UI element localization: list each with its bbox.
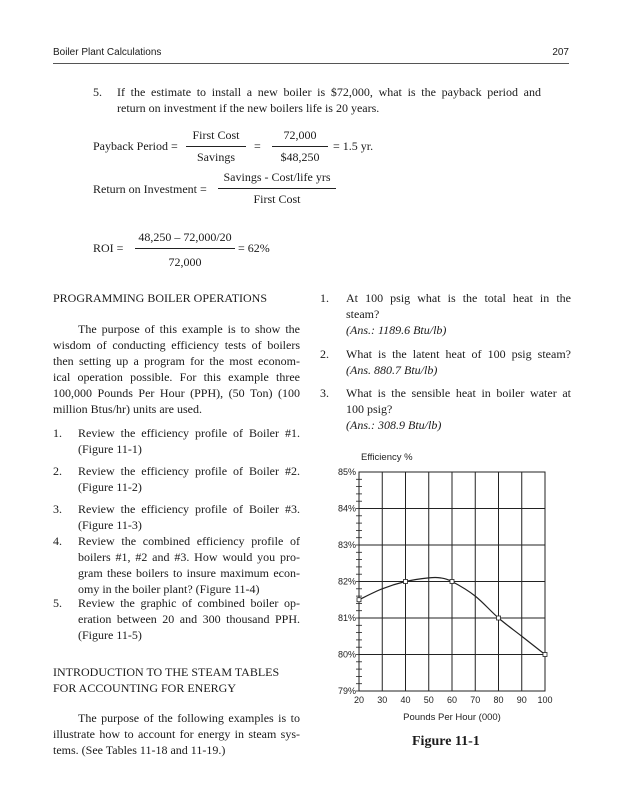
question-number: 1.	[320, 291, 329, 305]
list-number: 5.	[53, 596, 62, 610]
list-item-line: boilers #1, #2 and #3. How would you pro…	[78, 550, 300, 564]
x-tick-label: 30	[377, 695, 387, 705]
running-title: Boiler Plant Calculations	[53, 47, 162, 58]
y-tick-label: 85%	[338, 467, 356, 477]
efficiency-curve	[358, 576, 546, 655]
equals-sign: =	[254, 139, 261, 153]
y-tick-label: 84%	[338, 504, 356, 514]
answer-text: (Ans.: 1189.6 Btu/lb)	[346, 323, 447, 337]
answer-text: (Ans.: 308.9 Btu/lb)	[346, 418, 442, 432]
x-tick-label: 50	[424, 695, 434, 705]
answer-text: (Ans. 880.7 Btu/lb)	[346, 363, 438, 377]
figure-caption: Figure 11-1	[412, 734, 480, 749]
payback-numerator-value: 72,000	[283, 128, 317, 142]
list-item-line: (Figure 11-5)	[78, 628, 142, 642]
page-number: 207	[552, 47, 569, 58]
question-number: 5.	[93, 85, 102, 99]
section-heading: INTRODUCTION TO THE STEAM TABLES	[53, 665, 280, 679]
payback-numerator: First Cost	[192, 128, 240, 142]
y-tick-label: 82%	[338, 577, 356, 587]
list-item-line: gram these boilers to insure maximum eco…	[78, 566, 300, 580]
paragraph-line: The purpose of this example is to show t…	[78, 322, 300, 336]
list-item-line: Review the combined efficiency profile o…	[78, 534, 300, 548]
paragraph-line: million Btus/hr) units are used.	[53, 402, 202, 416]
y-tick-label: 79%	[338, 686, 356, 696]
paragraph-line: illustrate how to account for energy in …	[53, 727, 300, 741]
paragraph-line: then setting up a program for the most e…	[53, 354, 300, 368]
payback-label: Payback Period =	[93, 139, 178, 153]
y-axis-label: Efficiency %	[361, 452, 413, 463]
data-point-marker	[542, 652, 548, 657]
roi-calc-denominator: 72,000	[168, 255, 202, 269]
plot-frame	[358, 471, 546, 692]
fraction-bar	[186, 146, 246, 147]
paragraph-line: tems. (See Tables 11-18 and 11-19.)	[53, 743, 226, 757]
question-text-line: 100 psig?	[346, 402, 393, 416]
roi-formula-denominator: First Cost	[253, 192, 301, 206]
roi-calc-label: ROI =	[93, 241, 124, 255]
x-tick-label: 40	[400, 695, 410, 705]
paragraph-line: The purpose of the following examples is…	[78, 711, 300, 725]
x-tick-label: 90	[517, 695, 527, 705]
question-text-line: What is the sensible heat in boiler wate…	[346, 386, 571, 400]
roi-formula-numerator: Savings - Cost/life yrs	[223, 170, 331, 184]
x-tick-label: 60	[447, 695, 457, 705]
roi-calc-result: = 62%	[238, 241, 270, 255]
section-heading: FOR ACCOUNTING FOR ENERGY	[53, 681, 237, 695]
header-rule	[53, 63, 569, 64]
x-tick-label: 20	[354, 695, 364, 705]
paragraph-line: 100,000 Pounds Per Hour (PPH), (50 Ton) …	[53, 386, 300, 400]
list-item-line: (Figure 11-1)	[78, 442, 142, 456]
list-item-line: Review the efficiency profile of Boiler …	[78, 502, 300, 516]
list-item-line: (Figure 11-3)	[78, 518, 142, 532]
question-text-line: What is the latent heat of 100 psig stea…	[346, 347, 571, 361]
question-text-line: return on investment if the new boilers …	[117, 101, 380, 115]
x-tick-label: 70	[470, 695, 480, 705]
list-number: 4.	[53, 534, 62, 548]
question-text-line: steam?	[346, 307, 380, 321]
data-point-marker	[403, 579, 408, 584]
list-number: 1.	[53, 426, 62, 440]
roi-calc-numerator: 48,250 – 72,000/20	[138, 230, 232, 244]
payback-denominator: Savings	[196, 150, 235, 164]
paragraph-line: ical operation possible. For this exampl…	[53, 370, 300, 384]
roi-formula-label: Return on Investment =	[93, 182, 207, 196]
list-number: 3.	[53, 502, 62, 516]
data-point-marker	[496, 615, 501, 621]
list-item-line: Review the efficiency profile of Boiler …	[78, 426, 300, 440]
data-point-marker	[449, 579, 455, 584]
question-text-line: At 100 psig what is the total heat in th…	[346, 291, 571, 305]
question-number: 2.	[320, 347, 329, 361]
list-item-line: omy in the boiler plant? (Figure 11-4)	[78, 582, 260, 596]
fraction-bar	[218, 188, 336, 189]
question-text-line: If the estimate to install a new boiler …	[117, 85, 541, 99]
list-number: 2.	[53, 464, 62, 478]
list-item-line: (Figure 11-2)	[78, 480, 142, 494]
x-axis-label: Pounds Per Hour (000)	[403, 712, 501, 723]
section-heading: PROGRAMMING BOILER OPERATIONS	[53, 291, 268, 305]
y-tick-label: 80%	[338, 650, 356, 660]
y-tick-label: 81%	[338, 613, 356, 623]
list-item-line: Review the graphic of combined boiler op…	[78, 596, 300, 610]
list-item-line: Review the efficiency profile of Boiler …	[78, 464, 300, 478]
x-tick-label: 80	[493, 695, 503, 705]
data-point-marker	[356, 597, 362, 603]
fraction-bar	[135, 248, 235, 249]
payback-denominator-value: $48,250	[280, 150, 320, 164]
x-tick-label: 100	[537, 695, 552, 705]
y-tick-label: 83%	[338, 540, 356, 550]
paragraph-line: wisdom of conducting efficiency tests of…	[53, 338, 300, 352]
fraction-bar	[272, 146, 328, 147]
payback-result: = 1.5 yr.	[333, 139, 374, 153]
list-item-line: eration between 20 and 300 thousand PPH.	[78, 612, 300, 626]
question-number: 3.	[320, 386, 329, 400]
